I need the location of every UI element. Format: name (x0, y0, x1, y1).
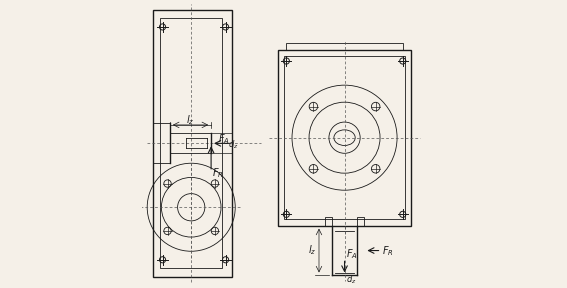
Bar (153, 10, 232, 277)
Text: $F_A$: $F_A$ (346, 247, 358, 261)
Text: $l_z$: $l_z$ (308, 244, 316, 257)
Bar (278, 50, 411, 226)
Bar (325, 217, 332, 226)
Bar (286, 43, 403, 50)
Text: $l_z$: $l_z$ (185, 113, 194, 127)
Bar (153, 124, 170, 163)
Bar (284, 56, 405, 219)
Text: $F_R$: $F_R$ (382, 244, 394, 258)
Bar (160, 18, 222, 268)
Text: $d_z$: $d_z$ (228, 138, 239, 151)
Text: $F_R$: $F_R$ (212, 166, 223, 180)
Text: $d_z$: $d_z$ (346, 274, 357, 286)
Text: $F_A$: $F_A$ (218, 132, 230, 146)
Bar (357, 217, 365, 226)
